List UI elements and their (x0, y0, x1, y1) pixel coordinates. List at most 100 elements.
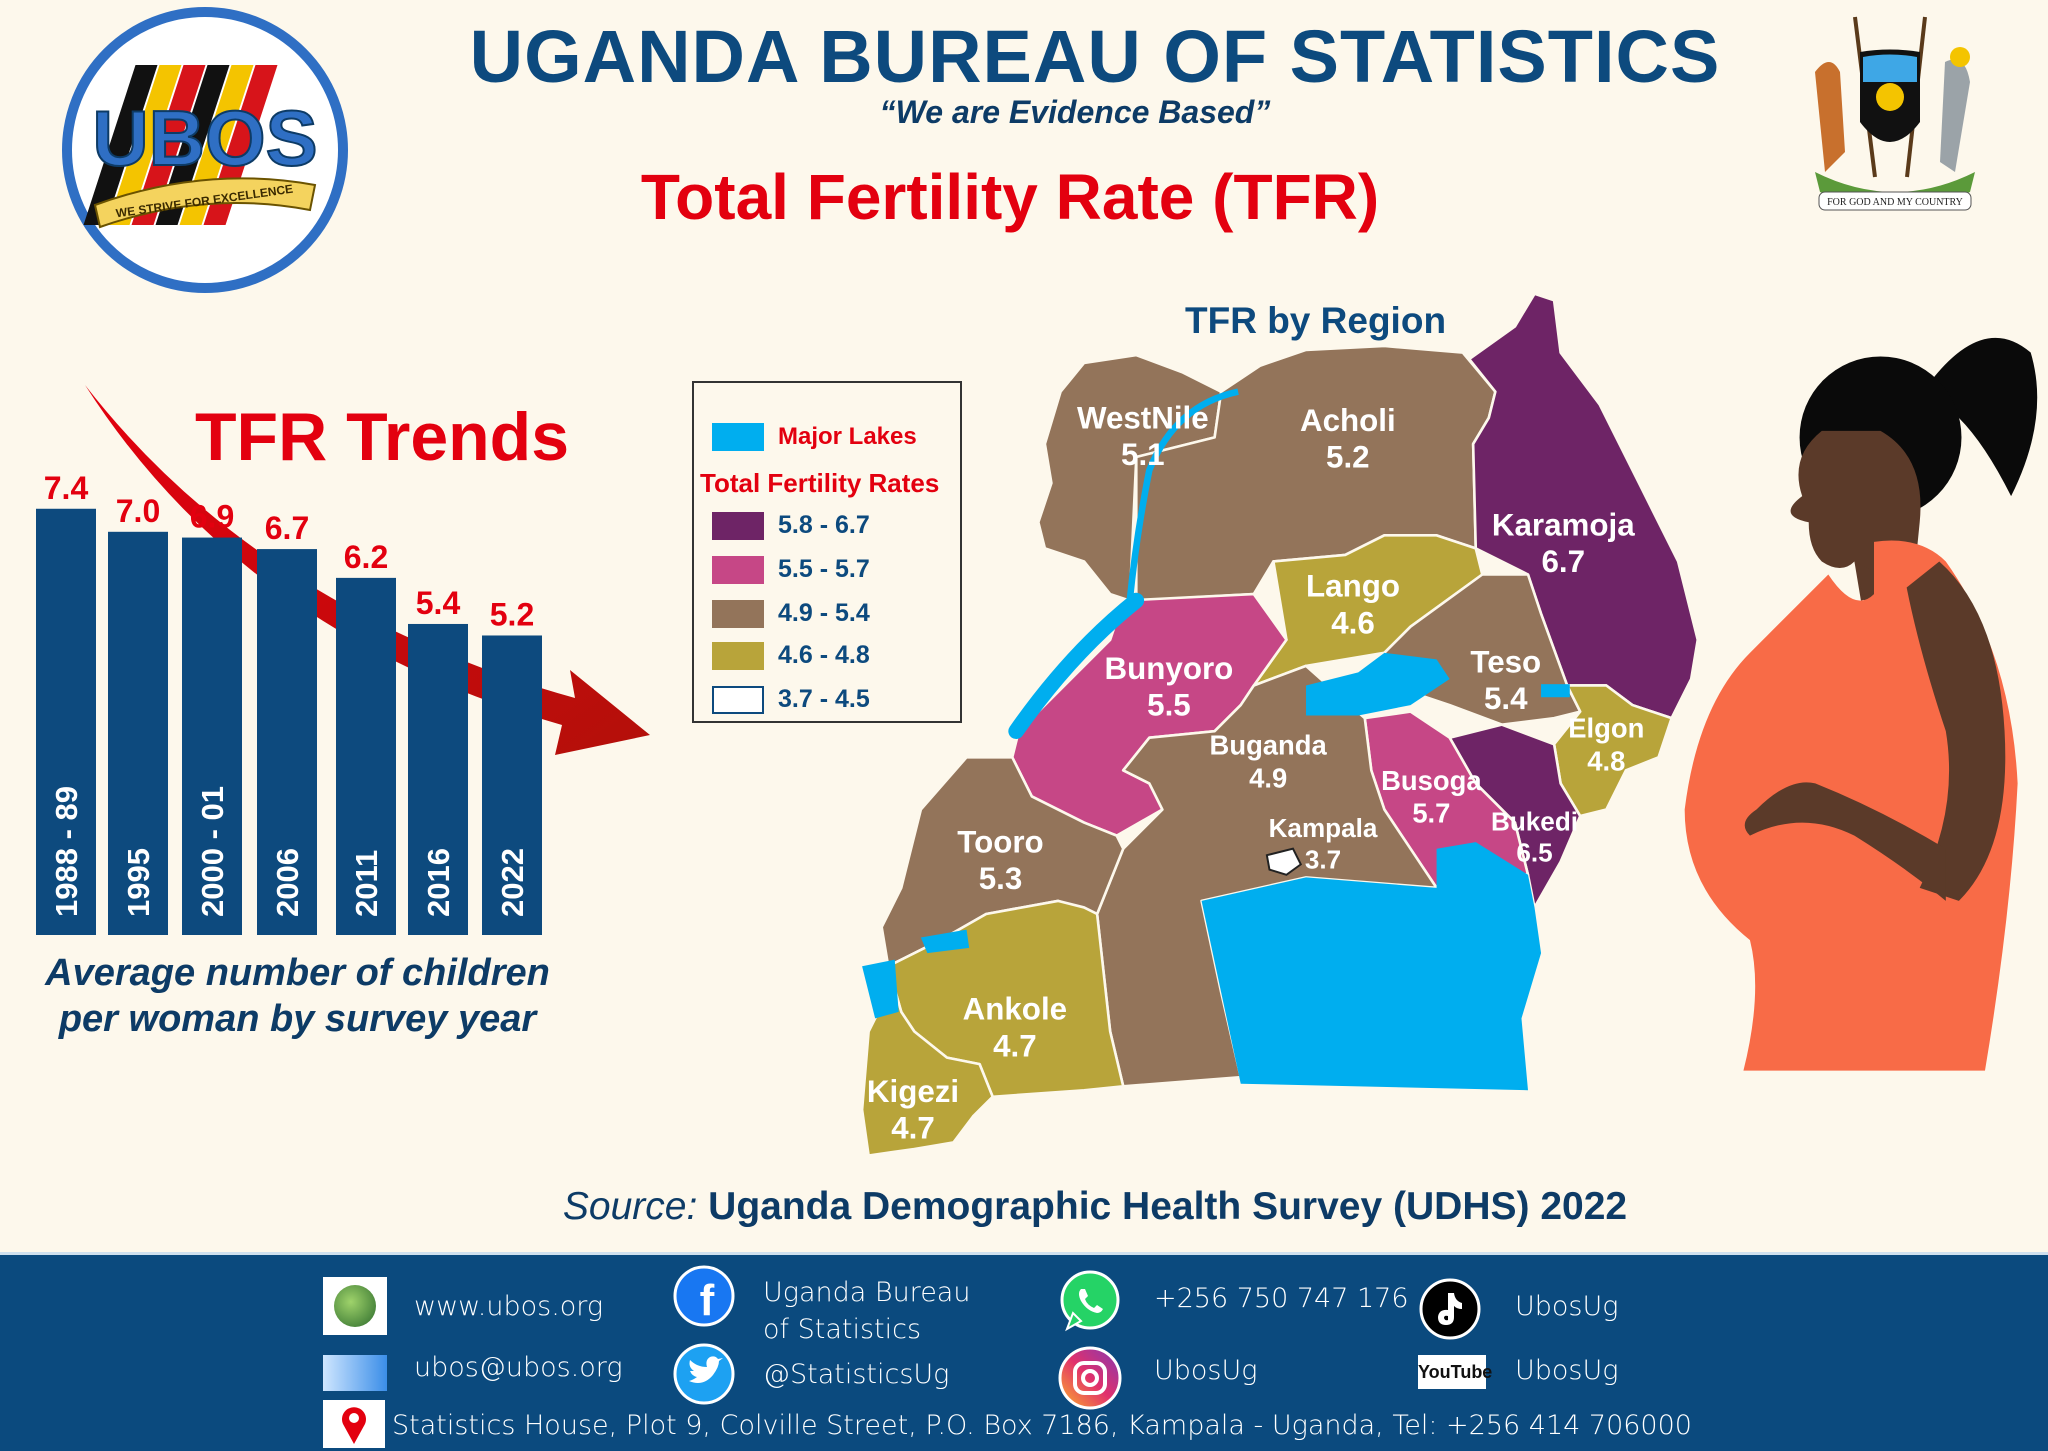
region-name-label: Elgon (1568, 713, 1644, 744)
twitter-handle[interactable]: @StatisticsUg (763, 1359, 950, 1390)
tagline: “We are Evidence Based” (879, 94, 1271, 130)
region-name-label: WestNile (1077, 400, 1209, 435)
region-name-label: Bukedi (1491, 806, 1578, 836)
tiktok-handle[interactable]: UbosUg (1515, 1291, 1619, 1322)
legend-class: 5.5 - 5.7 (712, 555, 870, 584)
map-title: TFR by Region (1185, 300, 1447, 341)
legend-range: 4.6 - 4.8 (778, 641, 870, 669)
region-tfr-label: 5.7 (1412, 798, 1450, 829)
instagram-icon[interactable] (1057, 1345, 1123, 1411)
bar-category-label: 2022 (495, 848, 530, 917)
bar-1988-89 (36, 508, 96, 935)
region-karamoja (1467, 292, 1700, 720)
region-tfr-label: 3.7 (1305, 844, 1341, 874)
legend-class: 4.9 - 5.4 (712, 599, 870, 628)
region-name-label: Karamoja (1492, 507, 1635, 542)
lake-albert (1008, 592, 1145, 740)
source-text: Uganda Demographic Health Survey (UDHS) … (708, 1185, 1628, 1228)
region-tfr-label: 5.4 (1484, 681, 1528, 716)
region-tfr-label: 5.3 (979, 861, 1023, 896)
bar-category-label: 1988 - 89 (49, 786, 84, 917)
chart-title: TFR Trends (195, 399, 570, 475)
region-tfr-label: 6.7 (1541, 544, 1585, 579)
lakes-swatch (712, 423, 764, 451)
facebook-name-line-2[interactable]: of Statistics (763, 1314, 922, 1345)
ubos-logo: UBOS WE STRIVE FOR EXCELLENCE (62, 7, 348, 293)
region-tfr-label: 4.8 (1587, 745, 1625, 776)
lake-bisina (1541, 684, 1570, 698)
bar-value-label: 7.4 (44, 470, 89, 506)
youtube-icon[interactable]: YouTube (1418, 1355, 1492, 1389)
region-name-label: Busoga (1381, 765, 1482, 796)
region-name-label: Buganda (1210, 730, 1328, 761)
whatsapp-icon[interactable] (1057, 1269, 1123, 1335)
region-tfr-label: 4.9 (1249, 762, 1287, 793)
region-tfr-label: 5.1 (1121, 437, 1165, 472)
bar-category-label: 2011 (349, 850, 384, 917)
lake-edward (862, 959, 899, 1019)
bar-2022 (482, 635, 542, 935)
instagram-handle[interactable]: UbosUg (1154, 1355, 1258, 1386)
lake-george (920, 929, 970, 954)
source-prefix: Source: (562, 1185, 698, 1228)
bar-category-label: 2000 - 01 (195, 786, 230, 917)
region-name-label: Kampala (1269, 813, 1378, 843)
region-westnile (1037, 353, 1223, 602)
infographic-title: Total Fertility Rate (TFR) (640, 161, 1380, 233)
region-acholi (1134, 344, 1497, 602)
twitter-icon[interactable] (673, 1343, 735, 1405)
legend-class: 4.6 - 4.8 (712, 641, 870, 670)
source-line: Source: Uganda Demographic Health Survey… (0, 1185, 2048, 1229)
region-kampala (1265, 847, 1303, 876)
pregnant-woman-illustration (1684, 337, 2038, 1071)
region-tfr-label: 4.7 (993, 1028, 1037, 1063)
chart-caption-line-2: per woman by survey year (58, 998, 537, 1040)
region-teso (1383, 573, 1582, 726)
bar-value-label: 5.2 (490, 596, 534, 632)
bar-value-label: 5.4 (416, 585, 461, 621)
region-name-label: Teso (1470, 644, 1541, 679)
region-bukedi (1448, 723, 1582, 909)
legend-class: 3.7 - 4.5 (712, 685, 870, 714)
region-tfr-label: 5.5 (1147, 688, 1191, 723)
bar-category-label: 2006 (270, 848, 305, 917)
bar-2006 (257, 549, 317, 935)
region-name-label: Lango (1306, 569, 1400, 604)
youtube-logo-text: YouTube (1418, 1362, 1493, 1382)
region-elgon (1552, 684, 1673, 818)
region-name-label: Ankole (963, 992, 1067, 1027)
lake-victoria (1201, 842, 1542, 1091)
email-link[interactable]: ubos@ubos.org (414, 1352, 623, 1383)
coat-of-arms-motto: FOR GOD AND MY COUNTRY (1827, 197, 1963, 208)
legend-class: 5.8 - 6.7 (712, 511, 870, 540)
region-busoga (1363, 710, 1530, 890)
tiktok-icon[interactable] (1418, 1277, 1482, 1341)
youtube-handle[interactable]: UbosUg (1515, 1355, 1619, 1386)
bar-value-label: 6.9 (190, 499, 234, 535)
legend-swatch (712, 641, 764, 670)
region-name-label: Kigezi (867, 1074, 959, 1109)
legend-range: 3.7 - 4.5 (778, 685, 870, 713)
coat-of-arms: FOR GOD AND MY COUNTRY (1815, 16, 1975, 211)
region-ankole (886, 899, 1125, 1099)
whatsapp-number[interactable]: +256 750 747 176 (1154, 1283, 1409, 1314)
legend-range: 5.8 - 6.7 (778, 511, 870, 539)
legend-swatch (712, 555, 764, 584)
region-kigezi (860, 964, 994, 1157)
svg-text:f: f (700, 1276, 715, 1325)
region-tfr-label: 5.2 (1326, 439, 1370, 474)
bar-2011 (336, 577, 396, 935)
facebook-name-line-1[interactable]: Uganda Bureau (763, 1277, 971, 1308)
region-lango (1252, 534, 1484, 687)
region-name-label: Acholi (1300, 403, 1396, 438)
facebook-icon[interactable]: f (673, 1265, 735, 1327)
map-legend: Major Lakes Total Fertility Rates 5.8 - … (692, 381, 962, 723)
legend-range: 4.9 - 5.4 (778, 599, 870, 627)
location-pin-icon (323, 1400, 385, 1448)
lake-kyoga (1306, 652, 1450, 716)
legend-title: Total Fertility Rates (700, 468, 940, 498)
region-bunyoro (1010, 592, 1288, 837)
website-link[interactable]: www.ubos.org (414, 1291, 604, 1322)
bar-category-label: 1995 (121, 848, 156, 917)
email-icon (323, 1355, 387, 1391)
